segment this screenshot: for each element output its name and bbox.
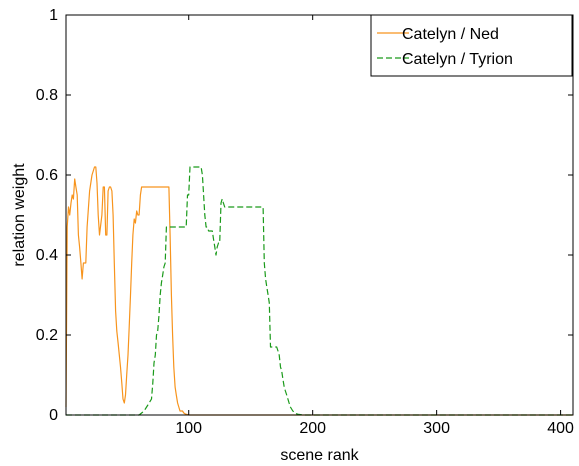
y-tick-label: 0.2	[36, 327, 58, 344]
x-axis-label: scene rank	[280, 447, 359, 464]
y-tick-label: 0.4	[36, 247, 58, 264]
x-tick-label: 100	[175, 420, 202, 437]
y-tick-label: 0.6	[36, 167, 58, 184]
series-line-2	[66, 166, 573, 416]
x-tick-label: 300	[423, 420, 450, 437]
legend-box	[370, 14, 573, 77]
y-axis-label: relation weight	[11, 163, 28, 267]
x-tick-label: 200	[299, 420, 326, 437]
plot-frame	[65, 14, 574, 416]
legend-label-1: Catelyn / Ned	[402, 26, 499, 43]
legend: Catelyn / Ned Catelyn / Tyrion	[370, 14, 573, 77]
y-tick-label: 0	[49, 407, 58, 424]
y-tick-label: 0.8	[36, 87, 58, 104]
series-line-1	[65, 166, 573, 416]
legend-label-2: Catelyn / Tyrion	[402, 51, 513, 68]
x-tick-label: 400	[547, 420, 574, 437]
series-layer	[65, 166, 573, 416]
y-tick-label: 1	[49, 7, 58, 24]
plot-area	[66, 15, 573, 415]
axis-layer: 100 200 300 400 0 0.2 0.4 0.6 0.8 1	[36, 7, 574, 437]
